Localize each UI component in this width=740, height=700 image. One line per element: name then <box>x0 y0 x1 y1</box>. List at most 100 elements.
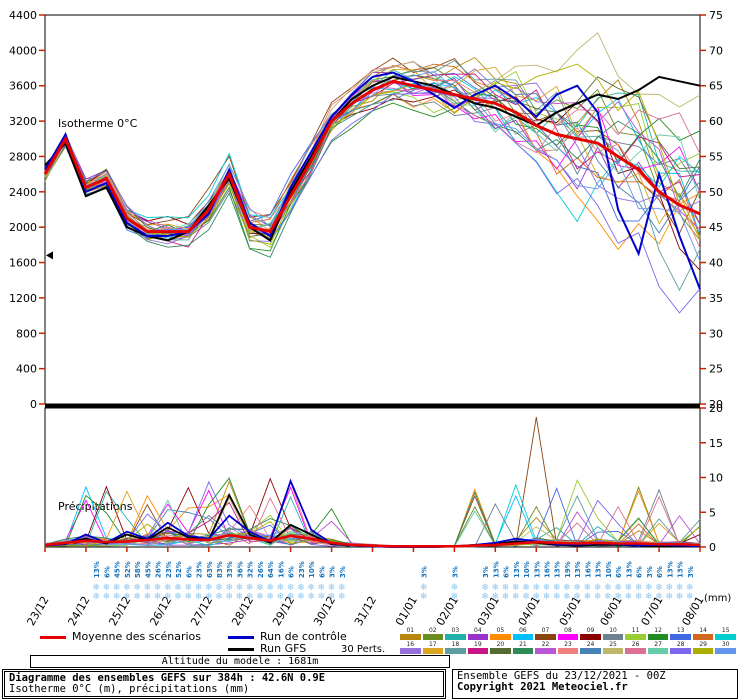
chart-title: Diagramme des ensembles GEFS sur 384h : … <box>9 672 326 684</box>
snowflake-icon: ❄ <box>266 592 274 602</box>
snow-probability-label: 3% <box>646 566 654 578</box>
snowflake-icon: ❄ <box>236 592 244 602</box>
left-axis-tick-label: 400 <box>16 363 37 376</box>
pert-color-swatch <box>625 648 646 654</box>
pert-color-swatch <box>490 634 511 640</box>
snowflake-icon: ❄ <box>543 583 551 593</box>
pert-color-swatch <box>445 648 466 654</box>
left-axis-tick-label: 800 <box>16 327 37 340</box>
pert-number: 06 <box>519 627 527 634</box>
pert-number: 05 <box>496 627 505 634</box>
snowflake-icon: ❄ <box>307 592 315 602</box>
pert-number: 16 <box>406 641 415 648</box>
pert-number: 24 <box>586 641 595 648</box>
snow-probability-label: 13% <box>533 561 541 578</box>
snowflake-icon: ❄ <box>144 592 152 602</box>
snowflake-icon: ❄ <box>676 592 684 602</box>
snowflake-icon: ❄ <box>338 592 346 602</box>
snowflake-icon: ❄ <box>246 583 254 593</box>
pert-number: 19 <box>474 641 482 648</box>
snowflake-icon: ❄ <box>532 592 540 602</box>
pert-number: 11 <box>631 627 640 634</box>
pert-color-swatch <box>512 634 534 640</box>
snow-probability-label: 45% <box>114 561 122 578</box>
snowflake-icon: ❄ <box>215 583 223 593</box>
snowflake-icon: ❄ <box>563 592 571 602</box>
snowflake-icon: ❄ <box>481 592 489 602</box>
pert-color-swatch <box>535 648 556 654</box>
snowflake-icon: ❄ <box>573 583 581 593</box>
snowflake-icon: ❄ <box>655 583 663 593</box>
snowflake-icon: ❄ <box>236 583 244 593</box>
snowflake-icon: ❄ <box>266 583 274 593</box>
precip-axis-tick-label: 20 <box>709 402 723 415</box>
pert-number: 10 <box>609 627 617 634</box>
snowflake-icon: ❄ <box>502 583 510 593</box>
pert-swatch-row <box>399 634 737 641</box>
pert-number: 12 <box>654 627 662 634</box>
snowflake-icon: ❄ <box>277 592 285 602</box>
pert-number: 22 <box>541 641 550 648</box>
snowflake-icon: ❄ <box>553 583 561 593</box>
precip-axis-tick-label: 5 <box>709 506 716 519</box>
pert-number: 15 <box>721 627 730 634</box>
snowflake-icon: ❄ <box>185 592 193 602</box>
snow-probability-label: 26% <box>257 561 265 578</box>
snowflake-icon: ❄ <box>645 592 653 602</box>
snowflake-icon: ❄ <box>277 583 285 593</box>
snowflake-icon: ❄ <box>246 592 254 602</box>
snow-probability-label: 13% <box>93 561 101 578</box>
pert-number: 20 <box>496 641 505 648</box>
pert-number: 04 <box>474 627 482 634</box>
model-altitude-label: Altitude du modele : 1681m <box>161 656 319 667</box>
right-axis-tick-label: 70 <box>709 44 723 57</box>
snow-probability-label: 64% <box>267 561 275 578</box>
snowflake-icon: ❄ <box>502 592 510 602</box>
precip-axis-tick-label: 15 <box>709 437 723 450</box>
pert-color-swatch <box>467 648 489 654</box>
snow-probability-label: 10% <box>308 561 316 578</box>
snow-probability-label: 6% <box>636 566 644 578</box>
snow-probability-label: 10% <box>523 561 531 578</box>
snowflake-icon: ❄ <box>594 583 602 593</box>
snowflake-icon: ❄ <box>553 592 561 602</box>
ensemble-member-line <box>44 79 701 234</box>
snow-probability-label: 26% <box>155 561 163 578</box>
right-axis-tick-label: 35 <box>709 292 723 305</box>
left-axis-tick-label: 3600 <box>9 80 37 93</box>
pert-number: 07 <box>541 627 550 634</box>
pert-number: 23 <box>564 641 572 648</box>
snow-probability-label: 6% <box>503 566 511 578</box>
right-axis-tick-label: 45 <box>709 221 723 234</box>
snowflake-icon: ❄ <box>103 583 111 593</box>
snowflake-icon: ❄ <box>225 592 233 602</box>
snow-probability-label: 6% <box>656 566 664 578</box>
left-axis-tick-label: 1200 <box>9 292 37 305</box>
precip-axis-tick-label: 10 <box>709 472 723 485</box>
pert-color-swatch <box>580 648 601 654</box>
left-axis-tick-label: 3200 <box>9 115 37 128</box>
pert-color-swatch <box>422 634 444 640</box>
right-axis-tick-label: 60 <box>709 115 723 128</box>
snow-probability-label: 3% <box>687 566 695 578</box>
legend-control-label: Run de contrôle <box>260 630 347 643</box>
snowflake-icon: ❄ <box>318 583 326 593</box>
top-chart-frame <box>44 14 701 405</box>
snowflake-icon: ❄ <box>522 592 530 602</box>
snowflake-icon: ❄ <box>573 592 581 602</box>
snowflake-icon: ❄ <box>420 592 428 602</box>
ensemble-member-line <box>44 66 701 241</box>
snowflake-icon: ❄ <box>123 583 131 593</box>
snowflake-icon: ❄ <box>164 592 172 602</box>
snow-probability-label: 13% <box>625 561 633 578</box>
snow-probability-label: 33% <box>226 561 234 578</box>
snowflake-icon: ❄ <box>113 583 121 593</box>
legend-perturbation-grid: 01 02 03 04 05 06 07 08 09 10 11 12 13 14 15 16 17 18 19 20… <box>399 627 737 655</box>
pert-color-swatch <box>715 648 736 654</box>
snowflake-icon: ❄ <box>338 583 346 593</box>
snowflake-icon: ❄ <box>92 592 100 602</box>
snow-probability-label: 52% <box>175 561 183 578</box>
snowflake-icon: ❄ <box>103 592 111 602</box>
snow-probability-label: 23% <box>165 561 173 578</box>
